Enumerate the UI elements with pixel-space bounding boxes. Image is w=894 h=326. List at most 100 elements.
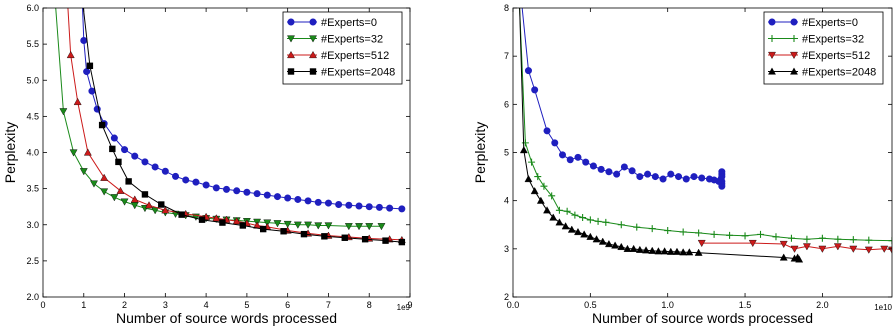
data-point bbox=[602, 218, 610, 226]
data-point bbox=[263, 191, 271, 199]
y-tick-label: 3.0 bbox=[26, 220, 39, 230]
data-point bbox=[223, 185, 231, 193]
data-point bbox=[344, 223, 353, 231]
data-point bbox=[563, 207, 571, 215]
data-point bbox=[551, 139, 559, 147]
data-point bbox=[233, 187, 241, 195]
data-point bbox=[192, 178, 200, 186]
data-point bbox=[86, 62, 94, 69]
data-point bbox=[98, 121, 106, 129]
x-tick-label: 0 bbox=[40, 300, 45, 310]
legend-label: #Experts=2048 bbox=[321, 67, 395, 79]
data-point bbox=[345, 201, 353, 209]
data-point bbox=[635, 245, 644, 253]
data-point bbox=[697, 239, 706, 248]
data-point bbox=[341, 234, 348, 241]
data-point bbox=[582, 158, 590, 166]
data-point bbox=[613, 170, 621, 178]
data-point bbox=[694, 248, 703, 256]
data-point bbox=[772, 233, 780, 241]
x-tick-label: 3 bbox=[163, 300, 168, 310]
data-point bbox=[543, 127, 551, 135]
data-point bbox=[579, 214, 587, 222]
x-tick-label: 8 bbox=[367, 300, 372, 310]
data-point bbox=[355, 202, 363, 210]
data-point bbox=[69, 149, 78, 157]
data-point bbox=[294, 195, 302, 203]
y-tick-label: 6.0 bbox=[26, 3, 39, 13]
data-point bbox=[355, 223, 363, 231]
data-point bbox=[212, 214, 221, 222]
x-tick-label: 4 bbox=[204, 300, 209, 310]
data-point bbox=[361, 236, 369, 243]
data-point bbox=[382, 237, 389, 244]
legend-marker bbox=[287, 35, 295, 43]
x-tick-label: 6 bbox=[285, 300, 290, 310]
legend-marker bbox=[790, 18, 798, 26]
legend-label: #Experts=512 bbox=[321, 50, 389, 62]
data-point bbox=[243, 188, 251, 196]
data-point bbox=[757, 230, 765, 238]
data-point bbox=[530, 187, 539, 195]
x-tick-label: 9 bbox=[407, 300, 412, 310]
x-tick-label: 2.0 bbox=[816, 300, 829, 310]
data-point bbox=[273, 193, 281, 201]
data-point bbox=[365, 203, 373, 211]
data-point bbox=[623, 244, 632, 252]
data-point bbox=[293, 221, 302, 229]
legend-marker bbox=[287, 18, 295, 26]
data-point bbox=[880, 245, 889, 253]
data-point bbox=[667, 170, 675, 178]
data-point bbox=[779, 240, 788, 249]
data-point bbox=[335, 201, 343, 209]
data-point bbox=[818, 234, 826, 242]
y-tick-label: 3 bbox=[504, 244, 509, 254]
data-point bbox=[888, 237, 892, 245]
y-tick-label: 8 bbox=[504, 3, 509, 13]
data-point bbox=[865, 236, 873, 244]
data-point bbox=[324, 199, 332, 207]
data-point bbox=[682, 175, 690, 183]
data-point bbox=[59, 108, 68, 116]
data-point bbox=[802, 243, 811, 251]
data-point bbox=[611, 241, 620, 249]
data-point bbox=[779, 253, 788, 261]
data-point bbox=[386, 204, 394, 212]
data-point bbox=[589, 162, 597, 170]
legend-entry-2: #Experts=512 bbox=[287, 50, 389, 62]
data-point bbox=[121, 146, 129, 154]
legend-marker bbox=[790, 35, 798, 42]
x-tick-label: 2 bbox=[122, 300, 127, 310]
data-point bbox=[161, 167, 169, 175]
legend-entry-1: #Experts=32 bbox=[768, 34, 864, 46]
data-point bbox=[375, 203, 383, 211]
series-3 bbox=[82, 8, 406, 246]
chart-right: 0.0 0.5 1.0 1.5 2.0 2 3 4 5 6 7 8 1e10 Number of sour… bbox=[472, 3, 893, 326]
data-point bbox=[172, 172, 180, 180]
data-point bbox=[521, 139, 529, 147]
legend-entry-1: #Experts=32 bbox=[287, 34, 383, 46]
data-point bbox=[253, 190, 261, 198]
legend-label: #Experts=32 bbox=[321, 34, 383, 46]
data-point bbox=[273, 220, 282, 228]
data-point bbox=[795, 255, 804, 263]
data-point bbox=[239, 222, 247, 229]
x-tick-label: 1.0 bbox=[661, 300, 674, 310]
data-point bbox=[555, 206, 563, 214]
data-point bbox=[314, 222, 323, 230]
data-point bbox=[718, 173, 726, 181]
data-point bbox=[718, 182, 726, 190]
data-point bbox=[182, 176, 190, 184]
series-line bbox=[67, 8, 402, 241]
data-point bbox=[130, 195, 139, 203]
data-point bbox=[549, 213, 558, 221]
data-point bbox=[644, 170, 652, 178]
legend-entry-3: #Experts=2048 bbox=[768, 67, 876, 79]
data-point bbox=[528, 158, 536, 166]
data-point bbox=[574, 227, 582, 236]
data-point bbox=[679, 228, 687, 236]
data-point bbox=[654, 247, 663, 255]
y-tick-label: 5 bbox=[504, 148, 509, 158]
data-point bbox=[64, 0, 71, 4]
legend-marker bbox=[790, 51, 798, 60]
